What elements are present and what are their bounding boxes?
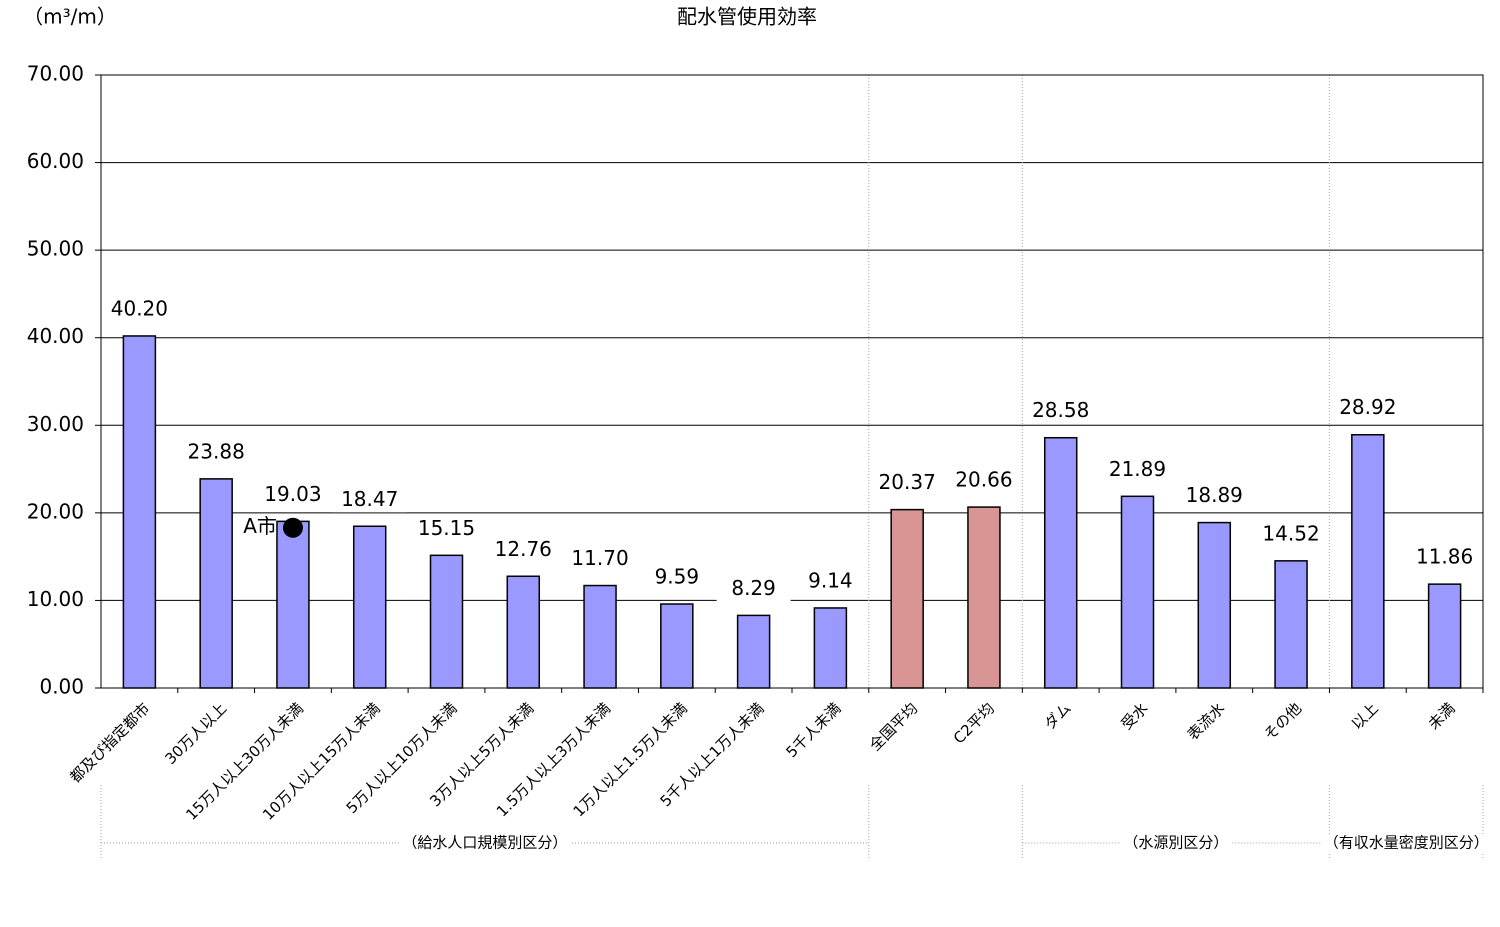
y-tick-label: 70.00 xyxy=(27,62,84,86)
value-label-bg xyxy=(179,440,254,465)
bar xyxy=(276,520,310,689)
x-tick-label: その他 xyxy=(1261,699,1306,744)
bar xyxy=(967,506,1001,689)
value-label: 15.15 xyxy=(418,516,475,540)
y-tick-label: 30.00 xyxy=(27,412,84,436)
value-label-bg xyxy=(332,488,407,513)
x-tick-label: C2平均 xyxy=(950,699,998,747)
value-label: 14.52 xyxy=(1262,521,1319,545)
value-label: 9.14 xyxy=(808,568,853,592)
value-label-bg xyxy=(255,483,330,508)
value-label-bg xyxy=(1023,399,1098,424)
value-label: 28.92 xyxy=(1339,395,1396,419)
bar xyxy=(890,508,924,689)
x-tick-label: 5千人未満 xyxy=(782,699,844,761)
bar xyxy=(1427,583,1462,689)
bar xyxy=(1120,495,1155,689)
value-label: 40.20 xyxy=(111,296,168,320)
chart-title: 配水管使用効率 xyxy=(677,5,817,29)
value-label: 23.88 xyxy=(188,439,245,463)
value-label: 9.59 xyxy=(655,565,700,589)
bar xyxy=(1351,433,1385,689)
marker-dot xyxy=(282,517,303,538)
x-tick-label: 都及び指定都市 xyxy=(66,699,153,786)
bar xyxy=(660,603,694,689)
value-label-bg xyxy=(870,471,945,496)
value-label: 21.89 xyxy=(1109,457,1166,481)
x-tick-label: 30万人以上 xyxy=(162,699,231,768)
value-label-bg xyxy=(946,469,1021,494)
x-tick-label: 以上 xyxy=(1348,699,1382,733)
bar xyxy=(1274,560,1308,689)
x-tick-label: 未満 xyxy=(1425,699,1459,733)
value-label: 12.76 xyxy=(495,537,552,561)
bar xyxy=(1197,521,1232,689)
value-label-bg xyxy=(1100,458,1175,483)
value-label: 11.70 xyxy=(571,546,628,570)
group-label-bg xyxy=(1120,834,1232,852)
bar xyxy=(736,614,771,689)
bar xyxy=(429,554,464,689)
value-label-bg xyxy=(639,566,714,591)
value-label-bg xyxy=(793,569,868,594)
group-label-bg xyxy=(399,834,571,852)
x-tick-label: ダム xyxy=(1041,699,1075,733)
y-tick-label: 40.00 xyxy=(27,324,84,348)
x-tick-label: 表流水 xyxy=(1184,699,1229,744)
y-tick-label: 50.00 xyxy=(27,237,84,261)
value-label-bg xyxy=(1254,522,1329,547)
marker-label: A市 xyxy=(243,514,277,538)
bar xyxy=(583,584,617,689)
x-tick-label: 受水 xyxy=(1118,699,1152,733)
y-unit: （m³/m） xyxy=(23,5,117,29)
value-label-bg xyxy=(1177,484,1252,509)
value-label-bg xyxy=(102,297,177,322)
value-label-bg xyxy=(486,538,561,563)
value-label: 18.89 xyxy=(1186,483,1243,507)
y-tick-label: 10.00 xyxy=(27,587,84,611)
value-label: 20.66 xyxy=(955,468,1012,492)
bar xyxy=(1043,436,1078,689)
value-label: 8.29 xyxy=(731,576,776,600)
bar xyxy=(199,478,233,689)
bar xyxy=(506,575,541,689)
group-label: （水源別区分） xyxy=(1123,834,1228,852)
value-label-bg xyxy=(1330,396,1405,421)
group-label: （給水人口規模別区分） xyxy=(402,834,567,852)
value-label: 18.47 xyxy=(341,487,398,511)
x-tick-label: 全国平均 xyxy=(866,699,921,754)
value-label: 20.37 xyxy=(879,470,936,494)
value-label-bg xyxy=(409,517,484,542)
group-label: （有収水量密度別区分） xyxy=(1324,834,1489,852)
value-label: 11.86 xyxy=(1416,545,1473,569)
value-label-bg xyxy=(716,577,791,602)
y-tick-label: 0.00 xyxy=(39,675,84,699)
value-label: 19.03 xyxy=(264,482,321,506)
bar xyxy=(352,525,387,689)
value-label: 28.58 xyxy=(1032,398,1089,422)
y-tick-label: 60.00 xyxy=(27,149,84,173)
bar xyxy=(813,607,848,689)
group-label-bg xyxy=(1320,834,1492,852)
bar xyxy=(122,335,157,689)
y-tick-label: 20.00 xyxy=(27,499,84,523)
value-label-bg xyxy=(1407,546,1482,571)
value-label-bg xyxy=(563,547,638,572)
